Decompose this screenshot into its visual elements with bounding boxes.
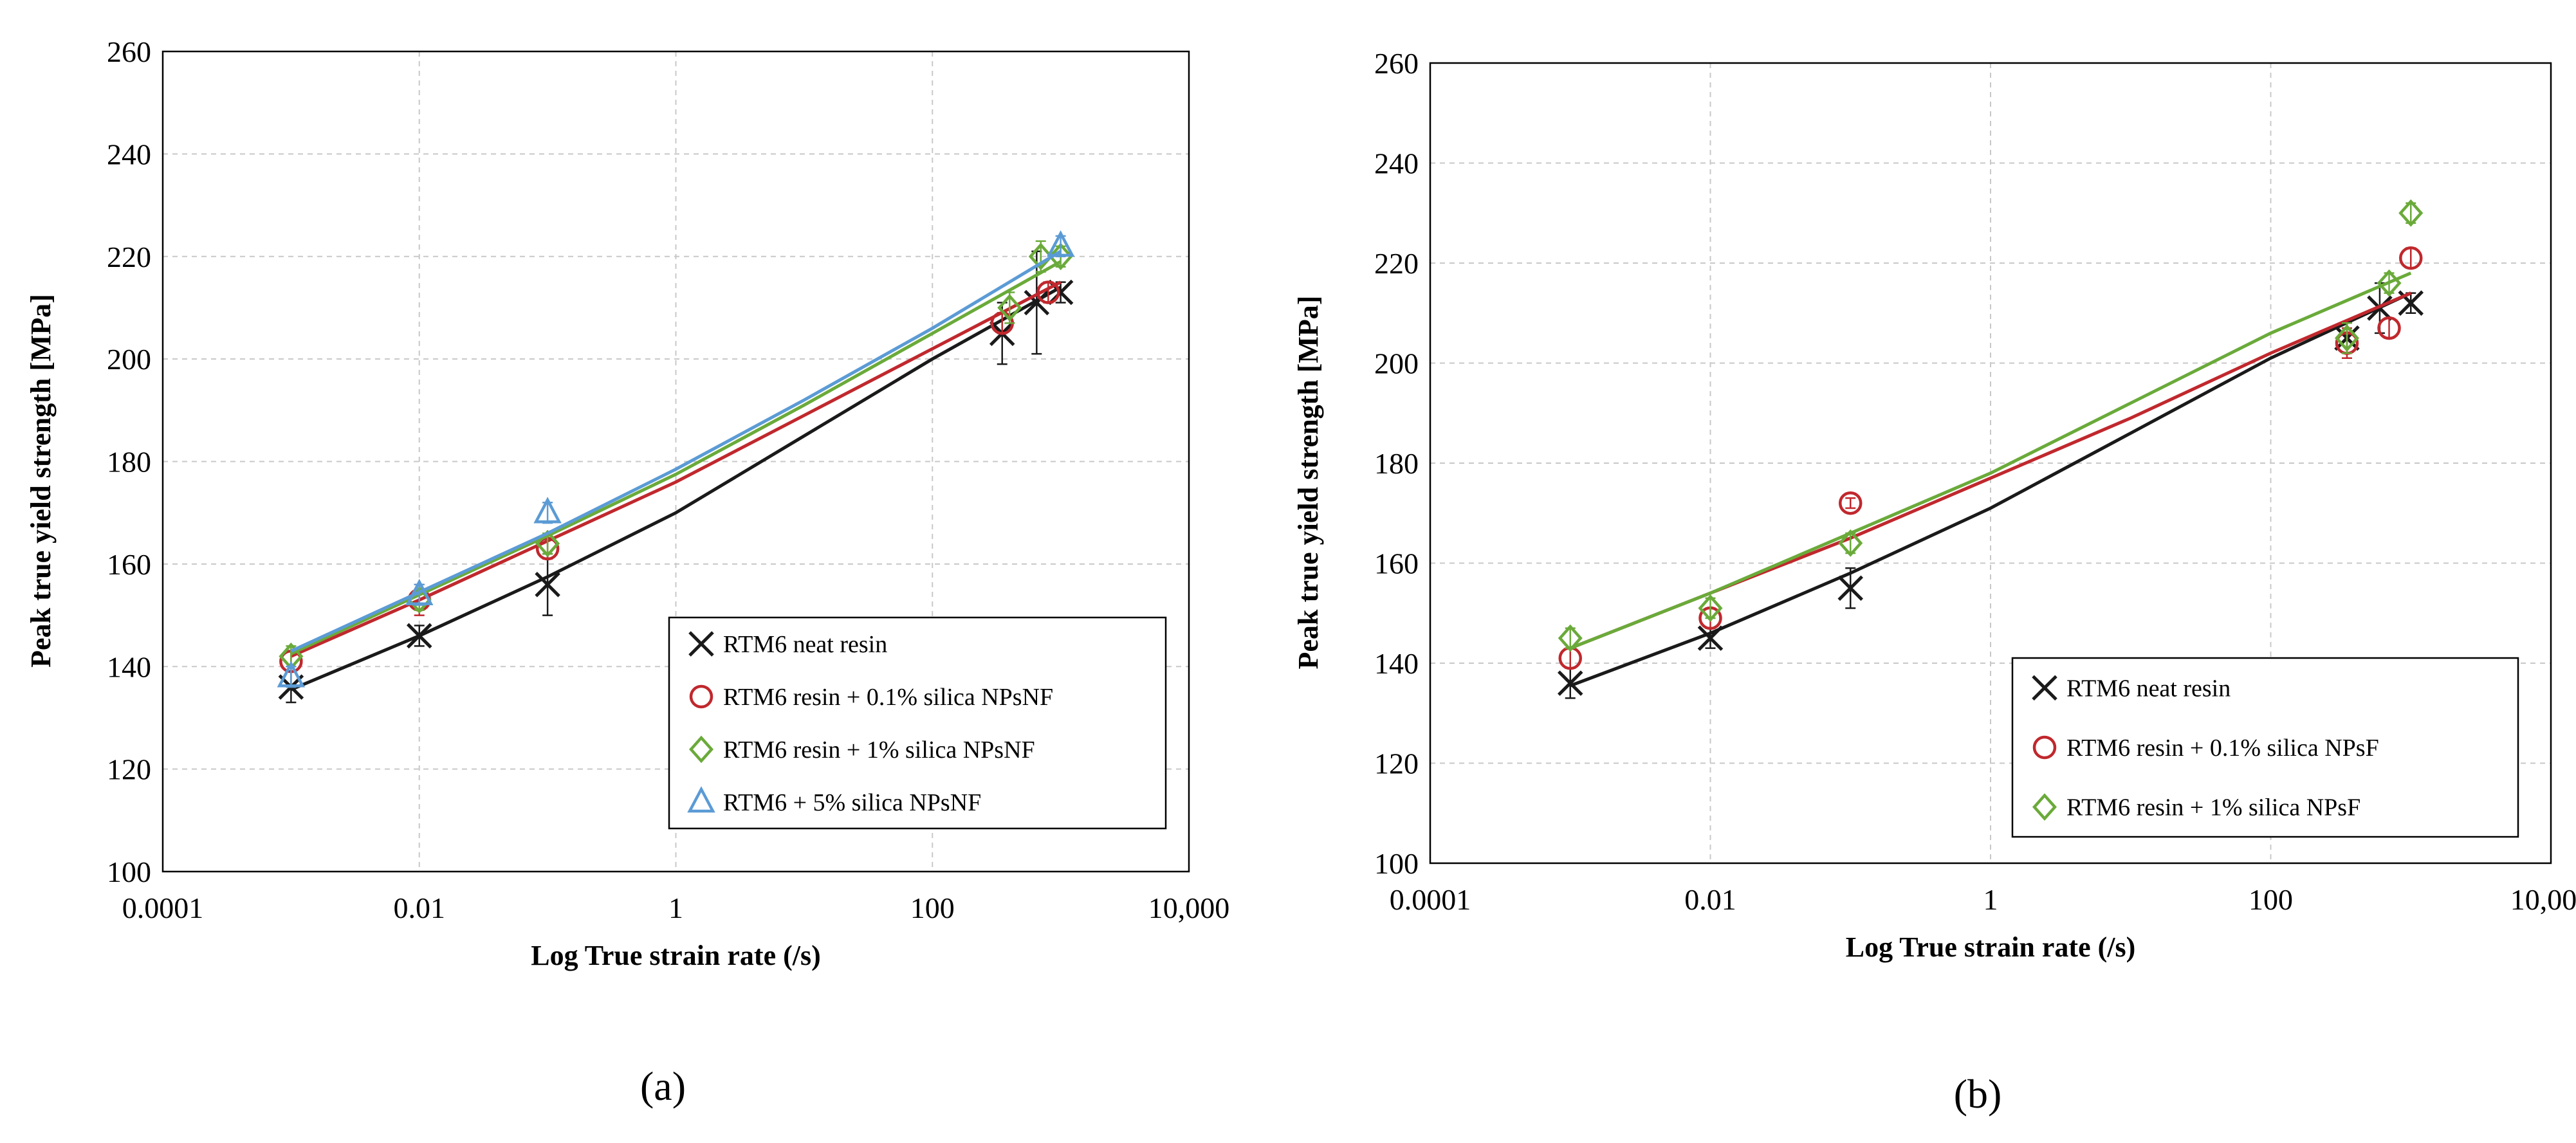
y-tick-label: 180 [107,446,151,479]
x-tick-label: 0.01 [1684,883,1736,916]
legend-label: RTM6 neat resin [2066,675,2231,702]
y-tick-label: 160 [1374,547,1419,580]
data-point [2334,324,2359,352]
legend-marker [2032,735,2057,760]
y-axis-title: Peak true yield strength [MPa] [25,294,57,668]
y-tick-label: 120 [107,753,151,786]
y-tick-label: 240 [1374,147,1419,180]
data-point [2399,246,2423,270]
y-tick-label: 240 [107,138,151,170]
data-point [1036,280,1060,304]
legend-marker [688,631,714,657]
y-tick-label: 260 [1374,47,1419,80]
legend-marker [2032,675,2057,701]
y-tick-label: 180 [1374,447,1419,480]
chart-panel-1: 100 120 140 160 180 200 220 240 260 0.0001 0.01 1 10… [25,35,1229,1109]
data-point [1839,491,1863,515]
data-point [1024,289,1050,316]
data-point [2398,290,2424,316]
y-tick-label: 100 [107,855,151,888]
x-tick-label: 1 [668,892,683,924]
data-point [1837,575,1864,601]
panel-label: (b) [1954,1071,2002,1117]
data-point [405,578,434,605]
y-tick-label: 160 [107,548,151,581]
data-point [1046,230,1075,257]
panel-label: (a) [640,1063,686,1109]
data-point [406,623,432,649]
series-fit-line [1569,271,2412,650]
y-tick-label: 120 [1374,747,1419,780]
y-tick-label: 260 [107,35,151,68]
legend-label: RTM6 + 5% silica NPsNF [723,789,981,816]
x-tick-label: 100 [2249,883,2293,916]
y-tick-label: 200 [107,343,151,376]
data-point [2398,199,2424,227]
y-tick-label: 220 [1374,247,1419,280]
y-tick-label: 140 [1374,647,1419,680]
series-3 [1558,199,2424,652]
legend-box [2011,657,2519,838]
legend-marker [687,786,715,813]
data-point [533,497,562,524]
data-point [535,529,560,558]
x-tick-label: 10,000 [2510,883,2576,916]
plot-frame [1429,62,2552,864]
x-axis-title: Log True strain rate (/s) [1846,931,2136,963]
data-point [1698,594,1723,622]
plot-frame [161,50,1190,873]
x-tick-label: 10,000 [1148,892,1230,924]
legend-label: RTM6 neat resin [723,631,887,658]
chart-panel-2: 100 120 140 160 180 200 220 240 260 0.0001 0.01 1 10… [1293,47,2576,1117]
y-axis-title: Peak true yield strength [MPa] [1293,296,1324,670]
legend-label: RTM6 resin + 0.1% silica NPsF [2066,735,2379,762]
x-axis-title: Log True strain rate (/s) [531,940,821,971]
data-point [2377,316,2401,340]
data-point [997,294,1022,322]
legend-label: RTM6 resin + 1% silica NPsF [2066,794,2360,821]
y-tick-label: 140 [107,650,151,683]
data-point [2377,269,2402,297]
data-point [1028,242,1053,271]
x-tick-label: 0.01 [394,892,446,924]
data-point [1557,670,1583,696]
y-tick-label: 220 [107,241,151,273]
data-point [1048,242,1073,271]
x-tick-label: 1 [1983,883,1998,916]
x-tick-label: 0.0001 [1390,883,1471,916]
legend-marker [688,735,714,764]
legend-box [668,616,1167,830]
series-4 [277,230,1075,688]
legend-marker [2032,793,2057,821]
y-tick-label: 200 [1374,347,1419,380]
x-tick-label: 0.0001 [122,892,204,924]
legend-label: RTM6 resin + 1% silica NPsNF [723,736,1035,764]
legend: RTM6 neat resin RTM6 resin + 0.1% silica … [668,616,1167,830]
data-point [1697,625,1724,651]
y-tick-label: 100 [1374,847,1419,880]
data-point [1558,624,1583,652]
legend: RTM6 neat resin RTM6 resin + 0.1% silica … [2011,657,2519,838]
data-point [535,571,560,598]
data-point [1838,529,1863,557]
x-tick-label: 100 [910,892,955,924]
legend-label: RTM6 resin + 0.1% silica NPsNF [723,684,1053,711]
data-point [277,661,306,688]
legend-marker [689,684,713,709]
